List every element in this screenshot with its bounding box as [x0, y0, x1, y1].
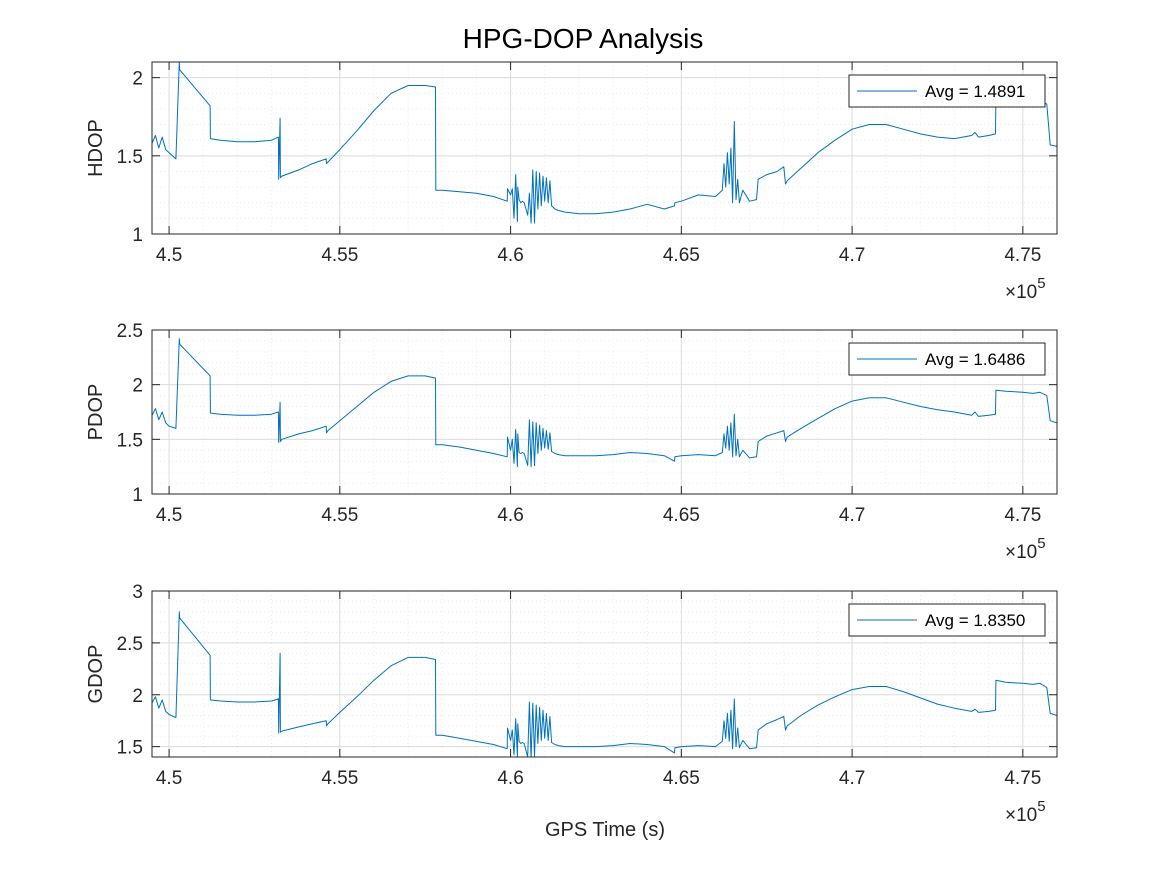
x-exponent-label: ×105	[1005, 798, 1046, 826]
legend-label: Avg = 1.6486	[925, 350, 1025, 369]
x-tick-label: 4.55	[321, 768, 358, 789]
y-tick-label: 1.5	[117, 738, 143, 759]
axes-box	[151, 590, 1058, 758]
x-tick-label: 4.7	[839, 768, 865, 789]
exponent-base: ×10	[1005, 542, 1037, 563]
x-tick-label: 4.75	[1004, 505, 1041, 526]
subplot-hdop: 4.5 4.55 4.6 4.65 4.7 4.75 1 1.5 2 ×105 HDOP Avg = …	[85, 61, 1058, 303]
y-tick-label: 1	[132, 485, 143, 506]
y-tick-label: 2.5	[117, 321, 143, 342]
exponent-power: 5	[1037, 535, 1045, 552]
x-tick-label: 4.6	[497, 505, 523, 526]
legend-label: Avg = 1.8350	[925, 611, 1025, 630]
x-tick-label: 4.6	[497, 768, 523, 789]
y-tick-label: 1.5	[117, 430, 143, 451]
y-axis-label: GDOP	[85, 645, 107, 704]
x-exponent-label: ×105	[1005, 535, 1046, 563]
axis-ticks	[152, 590, 1057, 757]
y-axis-label: HDOP	[85, 119, 107, 177]
x-tick-label: 4.5	[156, 768, 182, 789]
x-tick-label: 4.75	[1004, 768, 1041, 789]
subplot-pdop: 4.5 4.55 4.6 4.65 4.7 4.75 1 1.5 2 2.5 ×105 PDOP Avg…	[85, 321, 1058, 563]
x-tick-label: 4.7	[839, 505, 865, 526]
y-tick-label: 3	[132, 582, 143, 603]
y-tick-label: 2	[132, 376, 143, 397]
y-tick-label: 2	[132, 69, 143, 90]
exponent-base: ×10	[1005, 282, 1037, 303]
x-tick-label: 4.65	[663, 505, 700, 526]
x-tick-label: 4.6	[497, 245, 523, 266]
x-tick-label: 4.5	[156, 245, 182, 266]
y-axis-label: PDOP	[85, 384, 107, 441]
y-tick-label: 1.5	[117, 147, 143, 168]
y-tick-label: 2.5	[117, 634, 143, 655]
x-tick-label: 4.65	[663, 768, 700, 789]
exponent-base: ×10	[1005, 805, 1037, 826]
legend-box	[848, 342, 1046, 376]
legend: Avg = 1.6486	[848, 342, 1046, 376]
axis-ticks	[152, 62, 1057, 235]
exponent-power: 5	[1037, 798, 1045, 815]
x-tick-label: 4.65	[663, 245, 700, 266]
legend-label: Avg = 1.4891	[925, 82, 1025, 101]
x-tick-label: 4.7	[839, 245, 865, 266]
axes-box	[151, 329, 1058, 495]
series-line	[152, 611, 1057, 757]
x-exponent-label: ×105	[1005, 275, 1046, 303]
exponent-power: 5	[1037, 275, 1045, 292]
legend: Avg = 1.8350	[848, 603, 1046, 637]
x-axis-label: GPS Time (s)	[545, 819, 665, 841]
axes-box	[151, 61, 1058, 235]
x-tick-label: 4.5	[156, 505, 182, 526]
y-tick-label: 1	[132, 225, 143, 246]
x-tick-label: 4.55	[321, 505, 358, 526]
y-tick-label: 2	[132, 686, 143, 707]
series-line	[152, 62, 1057, 224]
figure-title: HPG-DOP Analysis	[463, 23, 704, 54]
subplot-gdop: 4.5 4.55 4.6 4.65 4.7 4.75 1.5 2 2.5 3 ×105 GDOP Avg…	[85, 582, 1058, 826]
x-tick-label: 4.75	[1004, 245, 1041, 266]
series-line	[152, 338, 1057, 468]
legend: Avg = 1.4891	[848, 74, 1046, 108]
x-tick-label: 4.55	[321, 245, 358, 266]
axis-ticks	[152, 329, 1057, 495]
